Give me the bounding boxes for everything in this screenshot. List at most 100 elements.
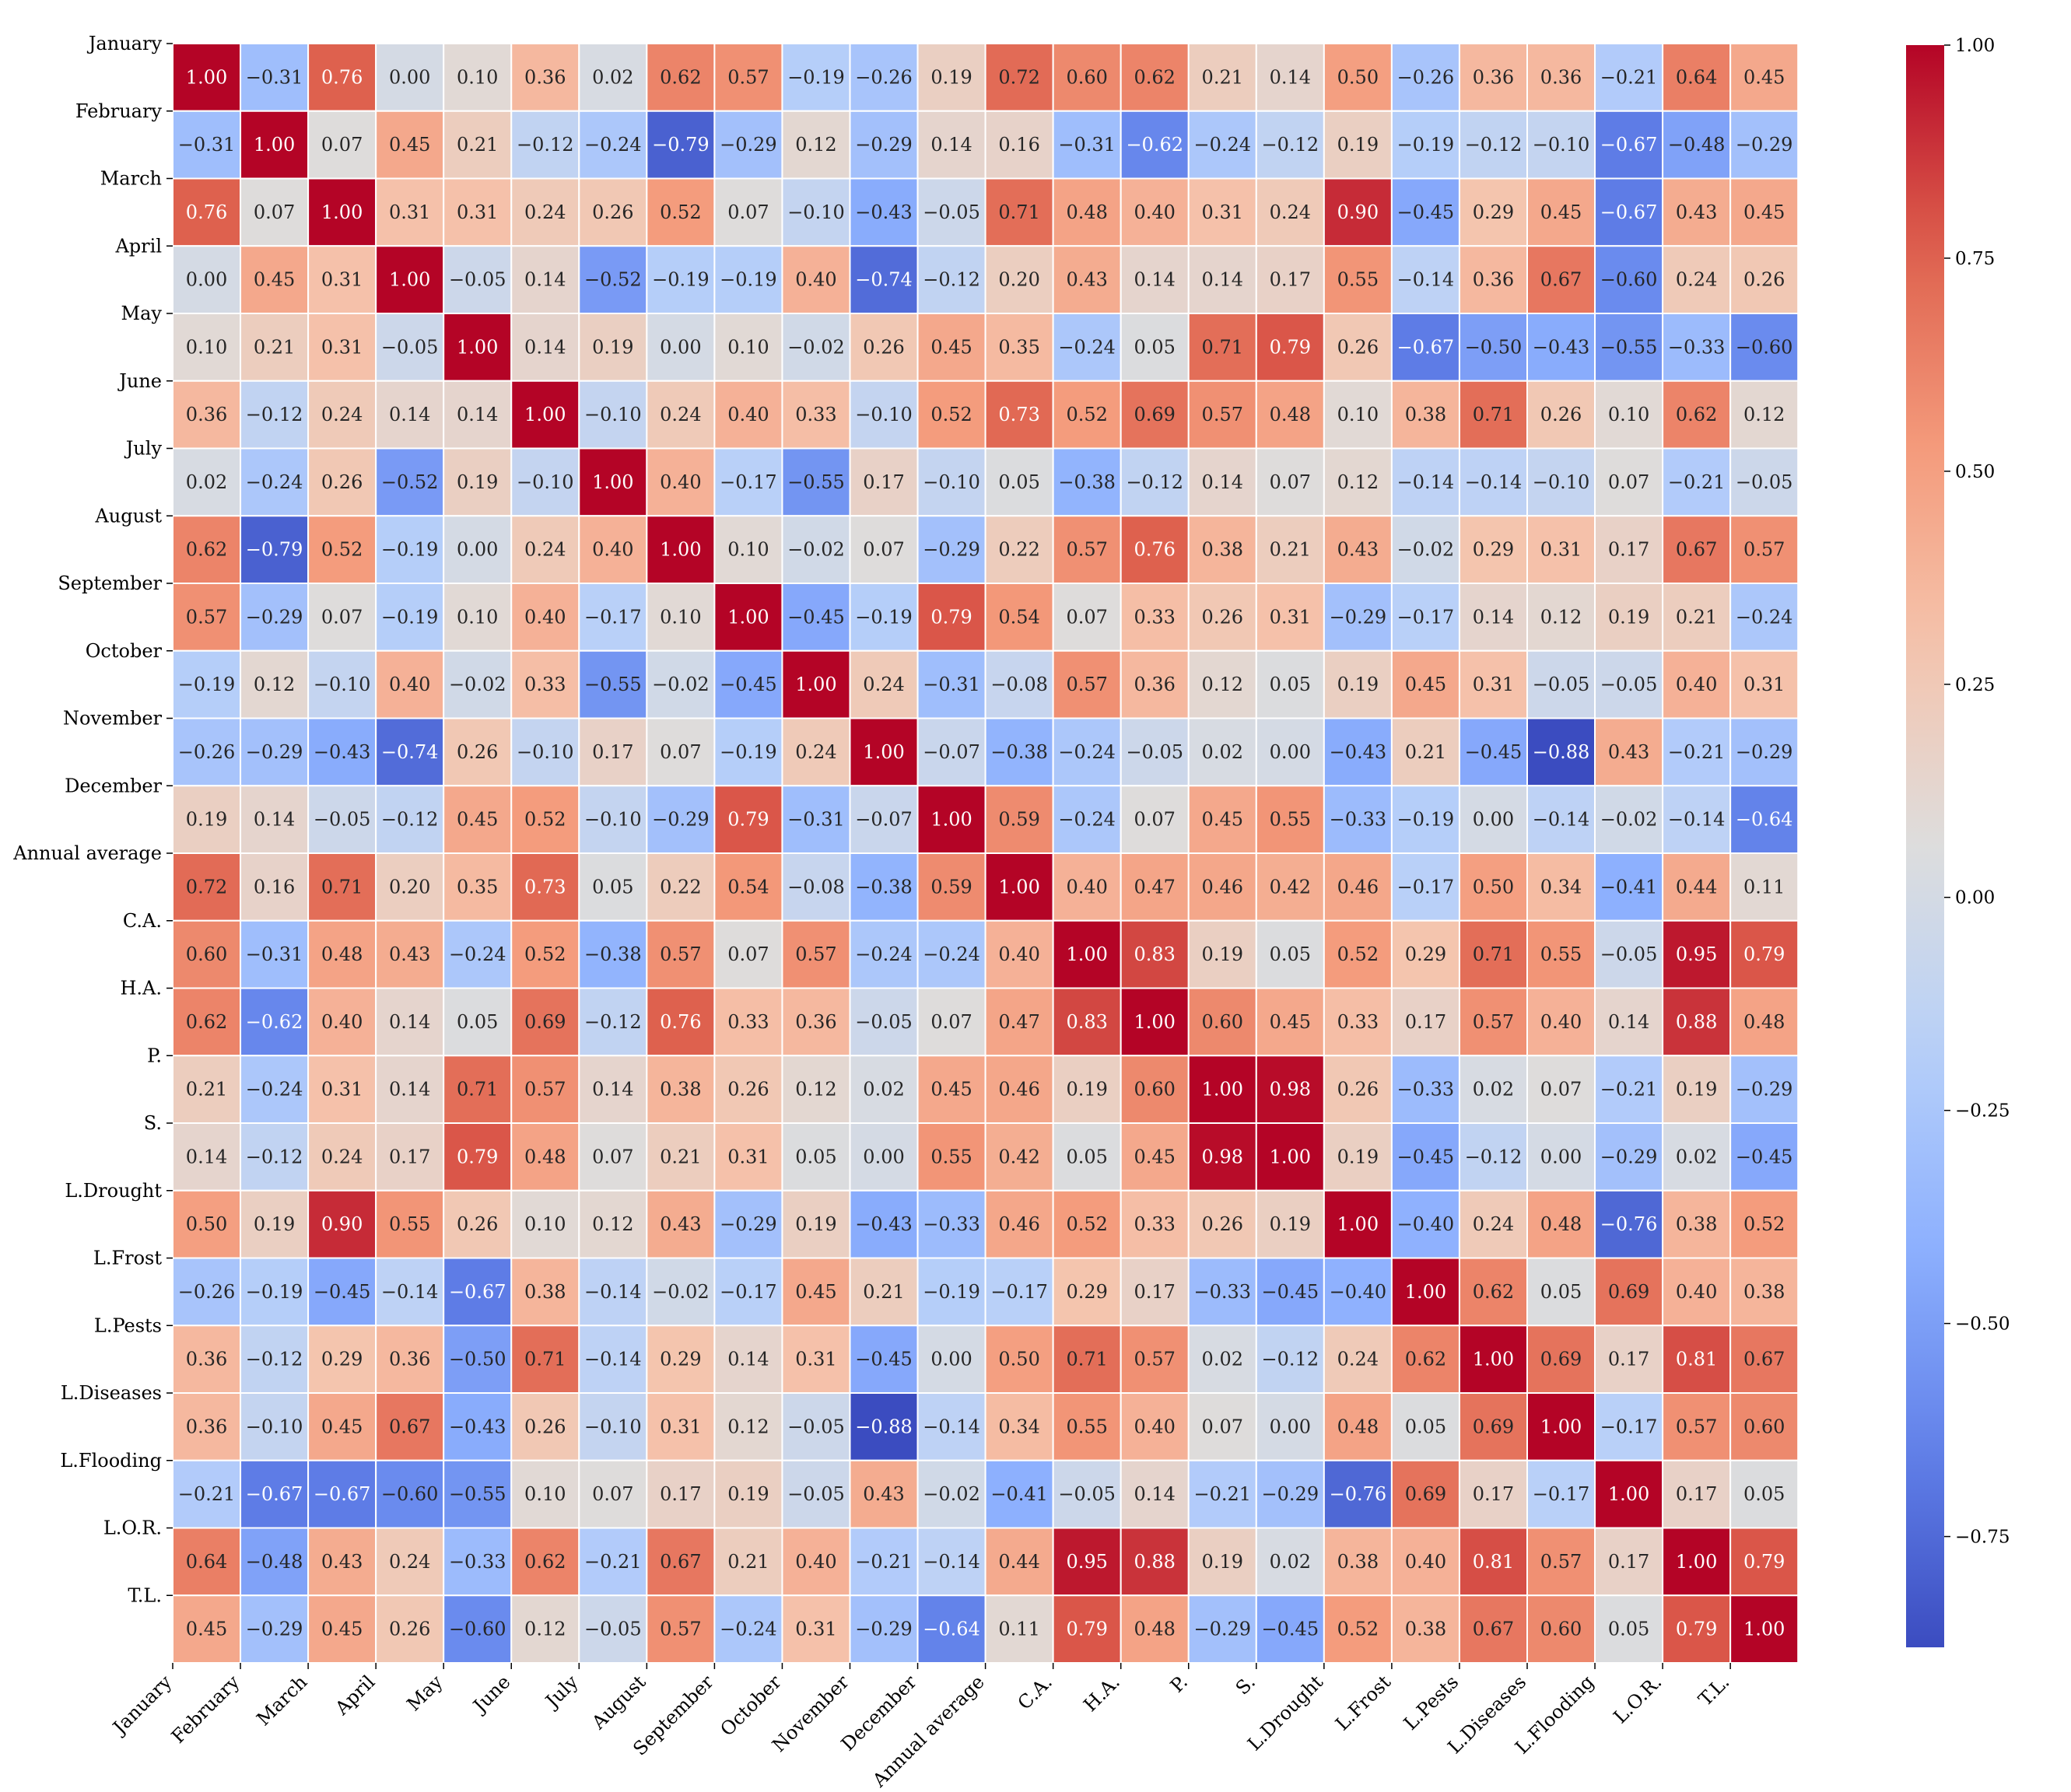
- cell-value-label: −0.17: [990, 1281, 1048, 1303]
- cell-value-label: 0.57: [1134, 1349, 1176, 1370]
- cell-value-label: 0.40: [998, 943, 1039, 965]
- x-tick-label: June: [468, 1671, 515, 1718]
- cell-value-label: −0.33: [1668, 336, 1726, 358]
- heatmap-cell: [1323, 43, 1393, 112]
- cell-value-label: 0.26: [863, 336, 904, 358]
- cell-value-label: −0.45: [787, 606, 845, 628]
- cell-value-label: −0.64: [923, 1619, 980, 1640]
- heatmap-cell: [984, 447, 1054, 517]
- cell-value-label: −0.21: [855, 1551, 913, 1573]
- cell-value-label: 0.21: [1270, 539, 1311, 561]
- cell-value-label: −0.45: [314, 1281, 371, 1303]
- cell-value-label: −0.43: [314, 741, 371, 763]
- cell-value-label: 0.31: [389, 201, 430, 223]
- heatmap-cell: [1729, 177, 1799, 247]
- cell-value-label: 0.47: [1134, 876, 1176, 898]
- cell-value-label: −0.10: [584, 1416, 642, 1437]
- heatmap-cells: 1.00 −0.31 0.76 0.00 0.10 0.36 0.02 0.62 0.57 −0.…: [172, 43, 1799, 1664]
- cell-value-label: 0.19: [1066, 1079, 1107, 1101]
- heatmap-cell: [1594, 380, 1664, 450]
- cell-value-label: 0.24: [795, 741, 836, 763]
- heatmap-cell: [1729, 313, 1799, 382]
- y-tick-label: June: [117, 370, 162, 392]
- heatmap-cell: [781, 852, 851, 922]
- cell-value-label: −0.14: [381, 1281, 439, 1303]
- cell-value-label: 0.14: [524, 336, 566, 358]
- cell-value-label: 0.81: [1473, 1551, 1514, 1573]
- cell-value-label: 0.33: [1134, 606, 1176, 628]
- cell-value-label: −0.05: [787, 1416, 845, 1437]
- cell-value-label: −0.10: [1533, 471, 1590, 493]
- cell-value-label: 1.00: [998, 876, 1039, 898]
- heatmap-cell: [307, 919, 377, 989]
- heatmap-cell: [1729, 1189, 1799, 1259]
- cell-value-label: −0.05: [381, 336, 439, 358]
- colorbar-tick-label: 0.75: [1955, 249, 1995, 269]
- heatmap-cell: [646, 515, 716, 584]
- heatmap-cell: [307, 649, 377, 719]
- cell-value-label: 0.02: [186, 471, 227, 493]
- cell-value-label: −0.19: [787, 66, 845, 88]
- cell-value-label: 0.79: [1743, 1551, 1785, 1573]
- heatmap-cell: [1662, 43, 1732, 112]
- cell-value-label: 0.26: [389, 1619, 430, 1640]
- y-tick-label: L.Frost: [93, 1248, 162, 1269]
- cell-value-label: 0.10: [727, 336, 769, 358]
- cell-value-label: −0.21: [1600, 1079, 1658, 1101]
- cell-value-label: −0.10: [517, 471, 574, 493]
- cell-value-label: 0.57: [1676, 1416, 1717, 1437]
- cell-value-label: 0.19: [795, 1213, 836, 1235]
- cell-value-label: 0.71: [1473, 404, 1514, 425]
- heatmap-cell: [1323, 717, 1393, 787]
- heatmap-cell: [713, 313, 783, 382]
- heatmap-cell: [916, 245, 986, 314]
- heatmap-cell: [1187, 717, 1257, 787]
- heatmap-cell: [781, 515, 851, 584]
- heatmap-cell: [172, 1055, 242, 1124]
- heatmap-cell: [510, 919, 580, 989]
- cell-value-label: 0.69: [1473, 1416, 1514, 1437]
- cell-value-label: 0.95: [1066, 1551, 1107, 1573]
- cell-value-label: 0.40: [795, 269, 836, 291]
- cell-value-label: −0.21: [1600, 66, 1658, 88]
- heatmap-cell: [849, 1392, 919, 1461]
- heatmap-cell: [916, 1122, 986, 1192]
- cell-value-label: −0.24: [1058, 741, 1116, 763]
- cell-value-label: 0.71: [457, 1079, 498, 1101]
- heatmap-cell: [443, 987, 513, 1057]
- cell-value-label: 0.62: [1405, 1349, 1446, 1370]
- cell-value-label: 0.02: [1202, 741, 1243, 763]
- heatmap-cell: [916, 649, 986, 719]
- y-tick-label: L.Pests: [94, 1314, 162, 1336]
- cell-value-label: −0.05: [314, 809, 371, 831]
- cell-value-label: −0.74: [855, 269, 913, 291]
- cell-value-label: 0.45: [389, 134, 430, 156]
- heatmap-cell: [1594, 919, 1664, 989]
- cell-value-label: 0.10: [457, 66, 498, 88]
- cell-value-label: −0.29: [1330, 606, 1387, 628]
- heatmap-cell: [1390, 380, 1460, 450]
- cell-value-label: 0.36: [524, 66, 566, 88]
- cell-value-label: −0.12: [923, 269, 980, 291]
- cell-value-label: 0.31: [1743, 674, 1785, 695]
- heatmap-cell: [307, 1122, 377, 1192]
- cell-value-label: −0.41: [990, 1483, 1048, 1505]
- cell-value-label: 0.88: [1676, 1011, 1717, 1033]
- cell-value-label: −0.24: [855, 943, 913, 965]
- cell-value-label: 0.21: [1202, 66, 1243, 88]
- cell-value-label: −0.24: [923, 943, 980, 965]
- cell-value-label: 0.02: [1270, 1551, 1311, 1573]
- cell-value-label: −0.19: [652, 269, 710, 291]
- x-tick-label: October: [716, 1671, 786, 1741]
- heatmap-cell: [1729, 43, 1799, 112]
- cell-value-label: −0.33: [1397, 1079, 1455, 1101]
- heatmap-cell: [1729, 1392, 1799, 1461]
- heatmap-cell: [578, 110, 648, 180]
- cell-value-label: −0.05: [584, 1619, 642, 1640]
- cell-value-label: 0.40: [1134, 1416, 1176, 1437]
- heatmap-cell: [1526, 1257, 1596, 1327]
- heatmap-cell: [1052, 515, 1122, 584]
- cell-value-label: 0.26: [592, 201, 633, 223]
- cell-value-label: 0.14: [186, 1146, 227, 1167]
- cell-value-label: 0.76: [660, 1011, 701, 1033]
